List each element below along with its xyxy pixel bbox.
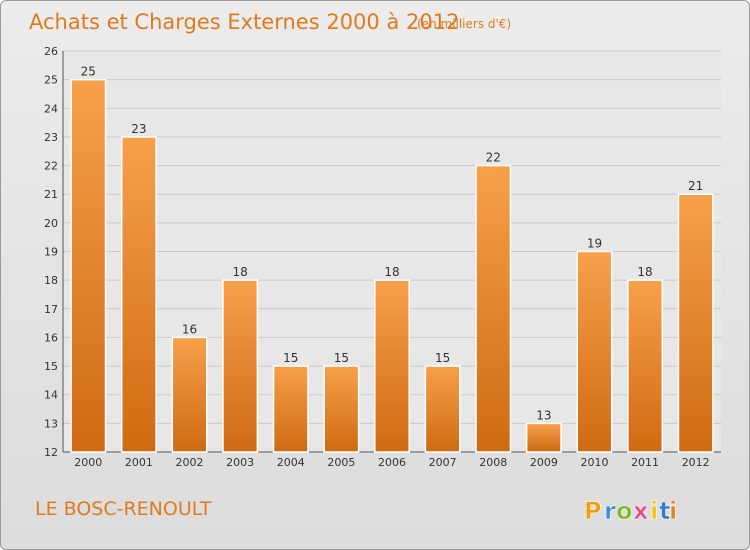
chart-unit-note: (en milliers d'€) — [417, 17, 511, 31]
bar — [222, 279, 259, 453]
bar-value-label: 15 — [283, 351, 298, 365]
y-tick-label: 13 — [44, 417, 58, 430]
logo-letter: i — [669, 497, 677, 525]
logo-letter: r — [604, 497, 616, 525]
y-tick-label: 15 — [44, 360, 58, 373]
bar-value-label: 19 — [587, 237, 602, 251]
x-tick-label: 2006 — [378, 456, 406, 469]
bar — [677, 193, 714, 453]
y-tick-label: 24 — [44, 102, 58, 115]
logo-letter: i — [650, 497, 658, 525]
logo-letter: P — [584, 497, 602, 525]
bar-value-label: 25 — [81, 65, 96, 79]
bar-value-label: 21 — [688, 179, 703, 193]
bar — [70, 78, 107, 453]
bar — [525, 422, 562, 453]
bar-value-label: 15 — [334, 351, 349, 365]
x-tick-label: 2010 — [580, 456, 608, 469]
bar — [424, 365, 461, 453]
commune-name: LE BOSC-RENOULT — [35, 498, 212, 520]
x-tick-label: 2000 — [74, 456, 102, 469]
x-tick-label: 2004 — [277, 456, 305, 469]
y-tick-label: 20 — [44, 217, 58, 230]
y-tick-label: 26 — [44, 45, 58, 58]
logo-letter: x — [633, 497, 649, 525]
bar-value-label: 22 — [486, 151, 501, 165]
plot-area: 12 13 14 15 16 17 18 19 20 21 22 23 24 25 26 25 2000 23 20… — [44, 45, 721, 469]
bar — [475, 164, 512, 453]
y-tick-label: 25 — [44, 74, 58, 87]
x-tick-label: 2002 — [176, 456, 204, 469]
logo-letter: o — [616, 497, 633, 525]
bar — [272, 365, 309, 453]
y-tick-label: 17 — [44, 303, 58, 316]
y-tick-label: 22 — [44, 160, 58, 173]
y-tick-label: 14 — [44, 389, 58, 402]
logo-letter: t — [659, 497, 670, 525]
y-tick-label: 18 — [44, 274, 58, 287]
y-tick-label: 12 — [44, 446, 58, 459]
bar-value-label: 23 — [131, 122, 146, 136]
bar-value-label: 18 — [233, 265, 248, 279]
x-tick-label: 2012 — [682, 456, 710, 469]
y-tick-label: 23 — [44, 131, 58, 144]
y-tick-label: 16 — [44, 331, 58, 344]
x-tick-label: 2008 — [479, 456, 507, 469]
chart-title: Achats et Charges Externes 2000 à 2012 — [29, 10, 459, 34]
bar — [120, 136, 157, 453]
bar-value-label: 13 — [536, 408, 551, 422]
x-tick-label: 2007 — [429, 456, 457, 469]
bar — [627, 279, 664, 453]
x-tick-label: 2003 — [226, 456, 254, 469]
y-tick-label: 19 — [44, 246, 58, 259]
bar — [576, 250, 613, 453]
bar-value-label: 16 — [182, 322, 197, 336]
bar-value-label: 18 — [637, 265, 652, 279]
bar-value-label: 15 — [435, 351, 450, 365]
bar — [323, 365, 360, 453]
bar — [374, 279, 410, 453]
x-tick-label: 2011 — [631, 456, 659, 469]
bar-value-label: 18 — [384, 265, 399, 279]
x-tick-label: 2009 — [530, 456, 558, 469]
x-tick-label: 2001 — [125, 456, 153, 469]
x-tick-label: 2005 — [327, 456, 355, 469]
bar — [171, 336, 208, 453]
y-tick-label: 21 — [44, 188, 58, 201]
